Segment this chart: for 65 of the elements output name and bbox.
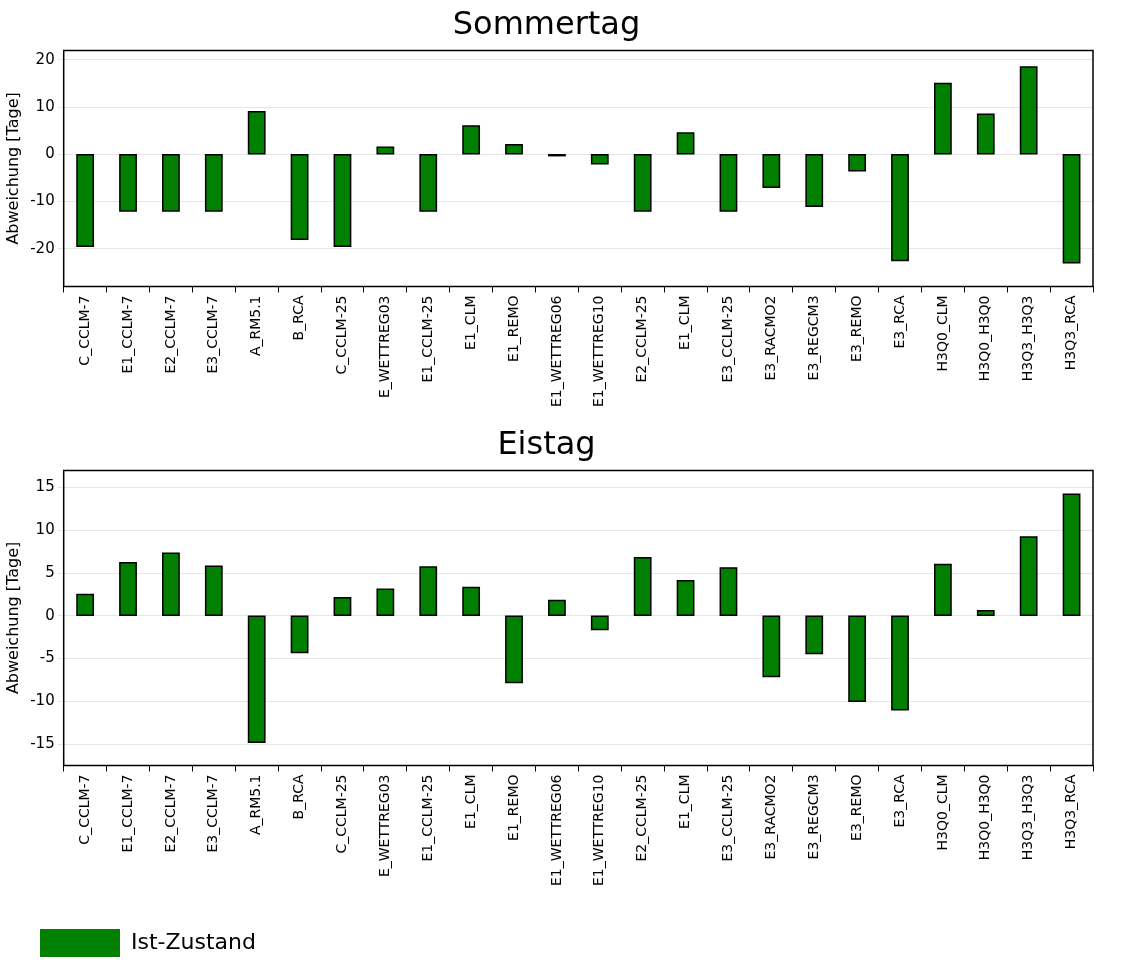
y-tick-label: 10	[35, 520, 55, 539]
x-tick-label: E3_CCLM-25	[719, 295, 736, 383]
y-tick-label: -15	[30, 733, 55, 752]
x-tick-label: E3_RACMO2	[761, 774, 778, 860]
x-tick-label: E1_CCLM-7	[118, 295, 135, 374]
x-tick-label: E1_REMO	[504, 295, 521, 362]
x-tick-label: E3_REGCM3	[804, 774, 821, 860]
y-tick-label: 0	[45, 605, 55, 624]
y-tick-label: 5	[45, 562, 55, 581]
x-tick-label: E2_CCLM-7	[161, 295, 178, 374]
x-tick-label: E1_WETTREG06	[547, 295, 564, 408]
x-tick-label: H3Q3_RCA	[1062, 295, 1079, 371]
x-tick-label: E2_CCLM-25	[633, 295, 650, 383]
x-tick-label: A_RM5.1	[247, 295, 264, 357]
x-tick-label: B_RCA	[290, 774, 307, 820]
legend-label: Ist-Zustand	[131, 928, 257, 954]
x-tick-label: E3_RACMO2	[761, 295, 778, 381]
x-tick-label: E3_CCLM-25	[719, 774, 736, 862]
x-tick-label: H3Q0_H3Q0	[976, 774, 993, 861]
x-tick-label: C_CCLM-25	[333, 774, 350, 854]
y-axis-title: Abweichung [Tage]	[2, 541, 22, 695]
chart-title: Eistag	[497, 423, 596, 462]
x-tick-label: E1_CLM	[676, 774, 693, 829]
y-tick-label: -10	[30, 191, 55, 210]
y-tick-label: 0	[45, 144, 55, 163]
x-tick-label: A_RM5.1	[247, 774, 264, 836]
x-tick-label: C_CCLM-7	[75, 295, 92, 366]
x-tick-label: E3_RCA	[890, 774, 907, 828]
x-tick-label: H3Q3_H3Q3	[1019, 295, 1036, 382]
x-tick-label: E1_WETTREG10	[590, 774, 607, 887]
x-tick-label: E1_WETTREG06	[547, 774, 564, 887]
x-tick-label: E3_REMO	[847, 295, 864, 362]
x-tick-label: E1_CCLM-25	[418, 295, 435, 383]
x-tick-label: H3Q3_H3Q3	[1019, 774, 1036, 861]
x-tick-label: E1_CLM	[461, 774, 478, 829]
x-tick-label: E2_CCLM-7	[161, 774, 178, 853]
chart-title: Sommertag	[452, 3, 641, 42]
x-tick-label: B_RCA	[290, 295, 307, 341]
x-tick-label: E3_CCLM-7	[204, 295, 221, 374]
x-tick-label: E1_CLM	[461, 295, 478, 350]
x-tick-label: H3Q0_H3Q0	[976, 295, 993, 382]
x-tick-label: E3_CCLM-7	[204, 774, 221, 853]
y-tick-label: 20	[35, 49, 55, 68]
x-tick-label: E3_RCA	[890, 295, 907, 349]
x-tick-label: E1_CCLM-25	[418, 774, 435, 862]
x-tick-label: E3_REMO	[847, 774, 864, 841]
x-tick-label: E_WETTREG03	[376, 295, 392, 399]
x-tick-label: E2_CCLM-25	[633, 774, 650, 862]
x-tick-label: E_WETTREG03	[376, 774, 392, 878]
y-tick-label: 10	[35, 96, 55, 115]
x-tick-label: H3Q0_CLM	[933, 295, 950, 372]
y-axis-title: Abweichung [Tage]	[2, 92, 22, 245]
x-tick-label: H3Q3_RCA	[1062, 774, 1079, 850]
x-tick-label: E3_REGCM3	[804, 295, 821, 381]
y-tick-label: -5	[39, 648, 55, 667]
x-tick-label: C_CCLM-25	[333, 295, 350, 375]
x-tick-label: E1_WETTREG10	[590, 295, 607, 408]
x-tick-label: E1_CLM	[676, 295, 693, 350]
y-tick-label: -20	[30, 238, 55, 257]
x-tick-label: E1_CCLM-7	[118, 774, 135, 853]
y-tick-label: 15	[35, 477, 55, 496]
x-tick-label: E1_REMO	[504, 774, 521, 841]
y-tick-label: -10	[30, 691, 55, 710]
x-tick-label: C_CCLM-7	[75, 774, 92, 845]
x-tick-label: H3Q0_CLM	[933, 774, 950, 851]
